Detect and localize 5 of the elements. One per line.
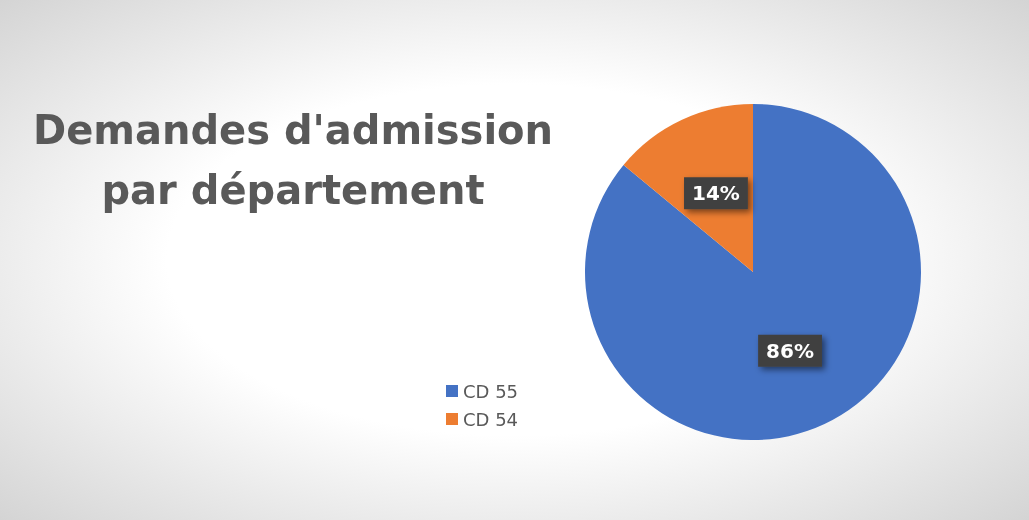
legend-label: CD 55 xyxy=(463,380,519,402)
text: Demandes d'admission par département xyxy=(32,107,554,213)
data-label: 86% xyxy=(766,338,814,363)
data-label: 14% xyxy=(692,181,740,206)
legend-label: CD 54 xyxy=(463,408,519,430)
